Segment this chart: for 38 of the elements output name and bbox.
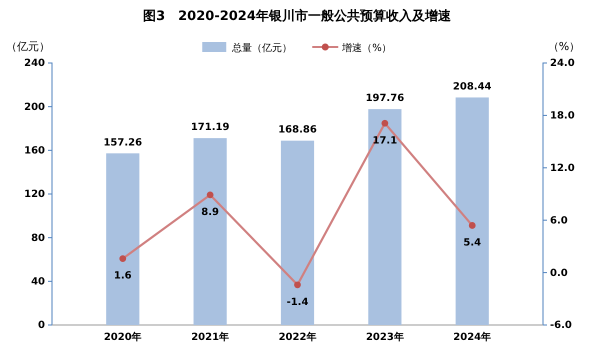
- y-tick-label: 120: [24, 189, 46, 200]
- chart-title: 图3 2020-2024年银川市一般公共预算收入及增速: [143, 8, 452, 24]
- bar: [456, 97, 489, 325]
- bar: [106, 153, 140, 325]
- y-tick-label: 200: [24, 102, 46, 113]
- y2-tick-label: 18.0: [550, 110, 575, 122]
- data-label: 197.76: [366, 93, 404, 104]
- y2-tick-label: 24.0: [550, 58, 575, 70]
- y2-axis-title: （%）: [548, 40, 580, 53]
- y-tick-label: 160: [24, 146, 46, 157]
- y2-tick-label: -6.0: [550, 320, 572, 332]
- data-label: 157.26: [103, 137, 142, 148]
- x-tick-label: 2020年: [104, 331, 142, 343]
- data-label: 168.86: [278, 124, 317, 136]
- x-tick-label: 2021年: [191, 331, 230, 343]
- data-label: 8.9: [201, 206, 220, 218]
- data-label: 17.1: [372, 135, 398, 146]
- data-label: 1.6: [114, 270, 132, 282]
- data-label: 5.4: [463, 237, 482, 248]
- data-label: -1.4: [286, 296, 308, 308]
- x-tick-label: 2024年: [453, 331, 492, 343]
- bar: [280, 140, 314, 325]
- y-tick-label: 40: [31, 276, 46, 288]
- y2-tick-label: 6.0: [550, 215, 568, 226]
- bar: [194, 138, 227, 325]
- legend-label: 增速（%）: [341, 42, 392, 54]
- bar: [368, 109, 402, 325]
- y-tick-label: 80: [31, 232, 46, 244]
- y2-tick-label: 12.0: [550, 163, 575, 174]
- y-tick-label: 240: [24, 58, 46, 70]
- data-label: 208.44: [452, 81, 492, 92]
- x-tick-label: 2023年: [366, 331, 404, 343]
- data-label: 171.19: [190, 122, 230, 134]
- y-axis-title: （亿元）: [6, 40, 50, 53]
- y2-tick-label: 0.0: [550, 268, 568, 279]
- y-tick-label: 0: [38, 320, 46, 332]
- legend-label: 总量（亿元）: [231, 42, 292, 54]
- x-tick-label: 2022年: [278, 331, 316, 343]
